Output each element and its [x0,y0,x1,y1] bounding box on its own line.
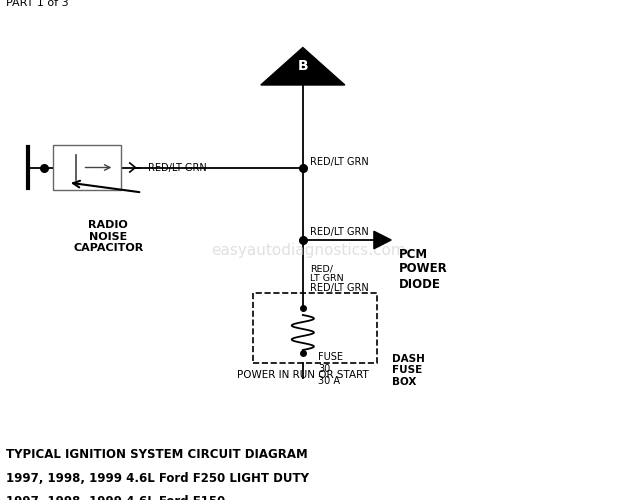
Text: 1997, 1998, 1999 4.6L Ford F250 LIGHT DUTY: 1997, 1998, 1999 4.6L Ford F250 LIGHT DU… [6,472,309,484]
Text: 1997, 1998, 1999 4.6L Ford F150: 1997, 1998, 1999 4.6L Ford F150 [6,495,226,500]
Text: TYPICAL IGNITION SYSTEM CIRCUIT DIAGRAM: TYPICAL IGNITION SYSTEM CIRCUIT DIAGRAM [6,448,308,461]
Text: PART 1 of 3: PART 1 of 3 [6,0,69,8]
Text: RED/LT GRN: RED/LT GRN [310,228,369,237]
Text: FUSE
30
30 A: FUSE 30 30 A [318,352,343,386]
Text: RED/LT GRN: RED/LT GRN [148,162,207,172]
Text: POWER IN RUN OR START: POWER IN RUN OR START [237,370,369,380]
Text: B: B [297,58,308,72]
Text: RED/LT GRN: RED/LT GRN [310,282,369,292]
Text: easyautodiagnostics.com: easyautodiagnostics.com [211,242,407,258]
Text: PCM
POWER
DIODE: PCM POWER DIODE [399,248,447,290]
Text: DASH
FUSE
BOX: DASH FUSE BOX [392,354,425,386]
Polygon shape [261,48,345,85]
Text: RED/
LT GRN: RED/ LT GRN [310,264,344,283]
Polygon shape [374,231,391,248]
Text: RED/LT GRN: RED/LT GRN [310,158,369,168]
Text: RADIO
NOISE
CAPACITOR: RADIO NOISE CAPACITOR [73,220,143,253]
Bar [53,145,121,190]
